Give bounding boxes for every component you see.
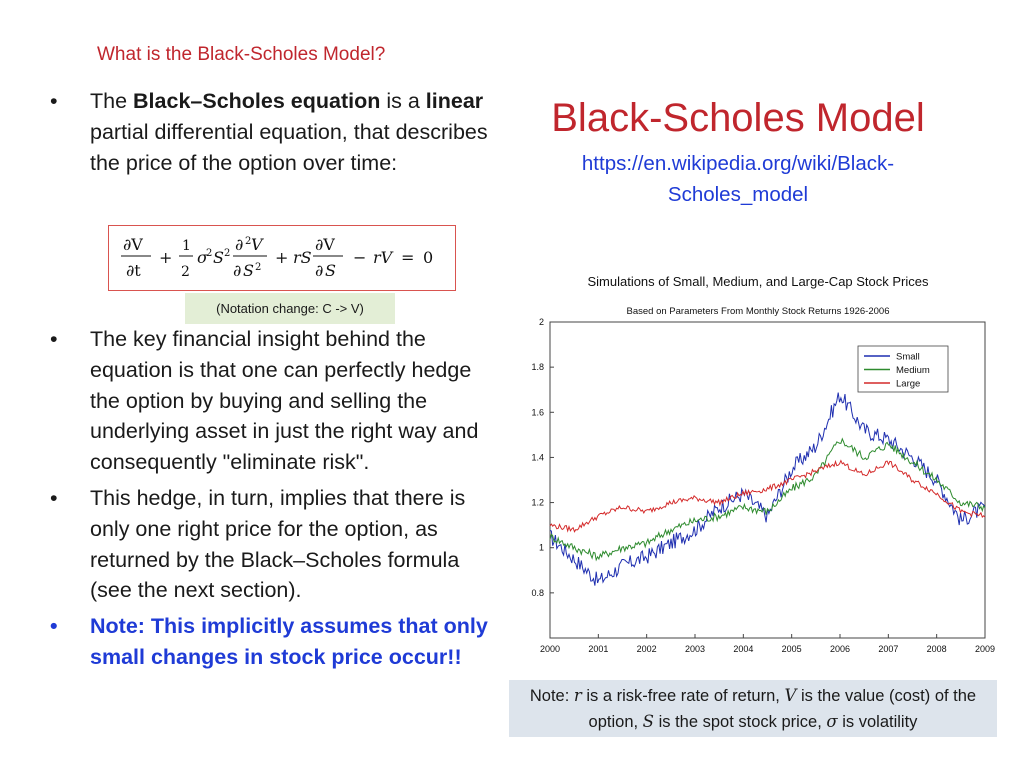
chart-subtitle: Based on Parameters From Monthly Stock R… [627, 306, 890, 317]
svg-text:1: 1 [182, 238, 191, 254]
x-tick-label: 2001 [588, 644, 608, 654]
var-r: r [573, 686, 582, 705]
series-line-large [549, 459, 986, 533]
x-tick-label: 2007 [878, 644, 898, 654]
svg-text:σ: σ [197, 248, 209, 267]
chart-title: Simulations of Small, Medium, and Large-… [587, 274, 929, 289]
x-tick-label: 2003 [685, 644, 705, 654]
footnote-prefix: Note: [529, 687, 574, 705]
svg-text:V: V [251, 235, 264, 254]
x-tick-label: 2006 [830, 644, 850, 654]
svg-text:2: 2 [255, 262, 261, 273]
chart-svg: Simulations of Small, Medium, and Large-… [531, 274, 995, 654]
bullet-note: • Note: This implicitly assumes that onl… [50, 611, 500, 673]
y-tick-label: 1 [539, 543, 544, 553]
bullet-dot-icon: • [50, 89, 58, 113]
bullet-insight: • The key financial insight behind the e… [50, 324, 500, 478]
svg-text:∂: ∂ [315, 261, 323, 280]
svg-text:∂V: ∂V [123, 235, 143, 254]
svg-text:−: − [353, 248, 366, 267]
bullet-definition: • The Black–Scholes equation is a linear… [50, 86, 500, 178]
svg-text:S: S [325, 261, 336, 280]
footnote-sigma-text: is volatility [837, 713, 918, 731]
svg-text:∂: ∂ [233, 261, 241, 280]
hedge-text: This hedge, in turn, implies that there … [90, 485, 466, 603]
svg-text:2: 2 [206, 248, 212, 259]
assumption-note: Note: This implicitly assumes that only … [90, 614, 488, 669]
definition-part: partial differential equation, that desc… [90, 119, 488, 175]
svg-text:2: 2 [224, 248, 230, 259]
x-tick-label: 2004 [733, 644, 753, 654]
black-scholes-equation: ∂V ∂t + 1 2 σ 2 S 2 ∂ 2 V ∂ S 2 + rS ∂V ∂ S −… [121, 235, 433, 280]
y-tick-label: 1.6 [531, 407, 544, 417]
y-tick-label: 0.8 [531, 588, 544, 598]
footnote-r-text: is a risk-free rate of return, [581, 687, 785, 705]
bullet-list-bottom: • The key financial insight behind the e… [50, 324, 500, 673]
svg-text:S: S [243, 261, 254, 280]
y-tick-label: 1.4 [531, 452, 544, 462]
svg-text:2: 2 [245, 236, 251, 247]
svg-text:rV: rV [373, 248, 394, 267]
x-tick-label: 2005 [782, 644, 802, 654]
bullet-list-top: • The Black–Scholes equation is a linear… [50, 86, 500, 178]
svg-text:0: 0 [423, 248, 433, 267]
svg-text:∂t: ∂t [126, 261, 141, 280]
notation-note: (Notation change: C -> V) [185, 293, 395, 324]
x-tick-label: 2009 [975, 644, 995, 654]
equation-box: ∂V ∂t + 1 2 σ 2 S 2 ∂ 2 V ∂ S 2 + rS ∂V ∂ S −… [108, 225, 456, 291]
definition-part: is a [380, 89, 426, 113]
slide-kicker: What is the Black-Scholes Model? [97, 44, 386, 65]
svg-text:∂V: ∂V [315, 235, 335, 254]
y-tick-label: 1.2 [531, 498, 544, 508]
main-title: Black-Scholes Model [551, 96, 925, 140]
y-tick-label: 2 [539, 317, 544, 327]
bullet-dot-icon: • [50, 614, 58, 639]
footnote-v-text: is the value (cost) of the option, [588, 687, 977, 731]
svg-text:+: + [275, 248, 288, 267]
definition-part: The [90, 89, 134, 113]
svg-text:+: + [159, 248, 172, 267]
bullet-dot-icon: • [50, 327, 58, 351]
svg-text:∂: ∂ [235, 235, 243, 254]
bullet-hedge: • This hedge, in turn, implies that ther… [50, 483, 500, 606]
x-tick-label: 2008 [927, 644, 947, 654]
footnote-s-text: is the spot stock price, [653, 713, 827, 731]
svg-text:rS: rS [293, 248, 312, 267]
legend-label: Large [896, 379, 920, 390]
insight-text: The key financial insight behind the equ… [90, 327, 479, 475]
svg-text:S: S [213, 248, 224, 267]
legend-label: Medium [896, 365, 930, 376]
bullet-dot-icon: • [50, 485, 58, 510]
y-tick-label: 1.8 [531, 362, 544, 372]
x-tick-label: 2002 [637, 644, 657, 654]
var-v: V [784, 686, 797, 705]
svg-text:=: = [401, 248, 414, 267]
svg-text:2: 2 [181, 264, 190, 280]
legend-label: Small [896, 352, 920, 363]
definition-text: The Black–Scholes equation is a linear p… [90, 89, 488, 175]
stock-price-chart: Simulations of Small, Medium, and Large-… [518, 266, 998, 656]
variable-footnote: Note: r is a risk-free rate of return, V… [509, 680, 997, 737]
var-sigma: σ [826, 712, 838, 731]
x-tick-label: 2000 [540, 644, 560, 654]
series-line-medium [549, 437, 986, 562]
definition-part: Black–Scholes equation [133, 89, 381, 113]
var-s: S [642, 712, 654, 731]
wiki-link[interactable]: https://en.wikipedia.org/wiki/Black-Scho… [581, 152, 895, 206]
definition-part: linear [425, 89, 484, 113]
